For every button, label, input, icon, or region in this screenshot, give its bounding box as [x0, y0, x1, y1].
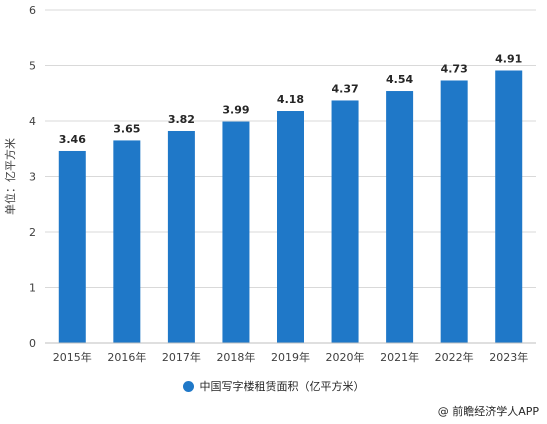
data-label: 3.82: [168, 113, 195, 126]
bar: [331, 100, 359, 343]
y-tick-label: 3: [29, 171, 36, 184]
data-label: 4.18: [277, 93, 304, 106]
bar: [58, 150, 86, 343]
y-tick-label: 4: [29, 115, 36, 128]
data-label: 3.99: [222, 104, 249, 117]
x-tick-label: 2020年: [326, 350, 365, 364]
y-tick-label: 2: [29, 226, 36, 239]
data-label: 3.46: [59, 133, 86, 146]
bar: [167, 130, 195, 343]
bar: [277, 111, 304, 343]
x-tick-label: 2016年: [107, 350, 146, 364]
legend-label: 中国写字楼租赁面积（亿平方米）: [199, 380, 365, 393]
bar: [113, 140, 141, 343]
y-axis-ticks: 0 1 2 3 4 5 6: [29, 4, 36, 350]
x-tick-label: 2015年: [53, 350, 92, 364]
data-labels: 3.46 3.65 3.82 3.99 4.18 4.37 4.54 4.73 4.91: [59, 52, 523, 145]
y-tick-label: 5: [29, 60, 36, 73]
x-tick-label: 2021年: [380, 350, 419, 364]
x-tick-label: 2019年: [271, 350, 310, 364]
bar: [440, 80, 468, 344]
x-tick-label: 2023年: [489, 350, 528, 364]
data-label: 4.37: [331, 82, 358, 95]
data-label: 3.65: [113, 122, 140, 135]
bars: [58, 70, 523, 344]
y-tick-label: 0: [29, 337, 36, 350]
y-axis-label: 单位：亿平方米: [3, 138, 17, 215]
data-label: 4.54: [386, 73, 413, 86]
x-tick-label: 2022年: [435, 350, 474, 364]
bar: [495, 70, 523, 344]
bar: [222, 121, 250, 344]
source-credit: @ 前瞻经济学人APP: [437, 405, 539, 418]
data-label: 4.73: [441, 62, 468, 75]
legend-swatch-icon: [182, 380, 194, 392]
y-tick-label: 6: [29, 4, 36, 17]
x-tick-label: 2017年: [162, 350, 201, 364]
x-axis-ticks: 2015年 2016年 2017年 2018年 2019年 2020年 2021年 2022年…: [53, 350, 528, 364]
y-tick-label: 1: [29, 282, 36, 295]
x-tick-label: 2018年: [216, 350, 255, 364]
data-label: 4.91: [495, 52, 522, 65]
legend: 中国写字楼租赁面积（亿平方米）: [0, 378, 547, 394]
bar: [386, 91, 414, 343]
